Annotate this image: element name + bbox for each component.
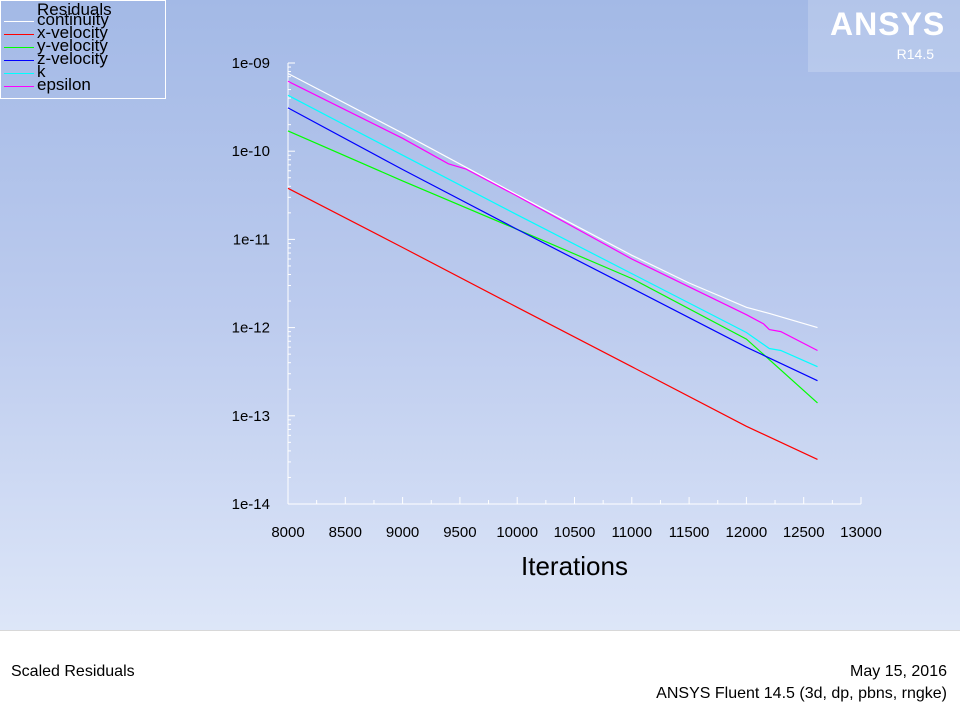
legend-entry-epsilon: epsilon bbox=[1, 75, 167, 94]
legend-entry-continuity: continuity bbox=[1, 10, 167, 29]
y-tick-label-1e-13: 1e-13 bbox=[232, 408, 270, 425]
x-tick-label-13000: 13000 bbox=[840, 524, 882, 541]
legend-label-x-velocity: x-velocity bbox=[37, 23, 108, 42]
legend-label-epsilon: epsilon bbox=[37, 75, 91, 94]
x-axis-label: Iterations bbox=[521, 551, 628, 581]
legend-title: Residuals bbox=[37, 0, 112, 19]
y-tick-label-1e-11: 1e-11 bbox=[233, 231, 270, 248]
legend-swatch-y-velocity bbox=[4, 47, 34, 48]
legend-entry-k: k bbox=[1, 62, 167, 81]
y-tick-label-1e-12: 1e-12 bbox=[232, 320, 270, 337]
legend-entry-x-velocity: x-velocity bbox=[1, 23, 167, 42]
legend-swatch-k bbox=[4, 73, 34, 74]
series-line-k bbox=[287, 94, 818, 368]
legend-swatch-z-velocity bbox=[4, 60, 34, 61]
x-tick-label-12000: 12000 bbox=[726, 524, 768, 541]
x-tick-label-9500: 9500 bbox=[443, 524, 476, 541]
legend-entry-y-velocity: y-velocity bbox=[1, 36, 167, 55]
logo-version: R14.5 bbox=[896, 46, 934, 62]
plot-area: 8000 8500 9000 9500 10000 10500 11000 11500 1200… bbox=[0, 0, 960, 630]
x-tick-label-11000: 11000 bbox=[611, 524, 652, 541]
x-tick-label-8000: 8000 bbox=[271, 524, 304, 541]
series-line-epsilon bbox=[287, 80, 818, 352]
series-line-z-velocity bbox=[287, 107, 818, 382]
legend-label-z-velocity: z-velocity bbox=[37, 49, 108, 68]
logo-text: ANSYS bbox=[830, 6, 946, 42]
legend-label-k: k bbox=[37, 62, 46, 81]
solver-info: ANSYS Fluent 14.5 (3d, dp, pbns, rngke) bbox=[656, 685, 947, 702]
plot-name: Scaled Residuals bbox=[11, 663, 135, 680]
legend-swatch-continuity bbox=[4, 21, 34, 22]
legend-entry-z-velocity: z-velocity bbox=[1, 49, 167, 68]
series-line-x-velocity bbox=[287, 187, 818, 460]
x-tick-label-10000: 10000 bbox=[496, 524, 538, 541]
legend-label-continuity: continuity bbox=[37, 10, 109, 29]
series-line-y-velocity bbox=[287, 130, 818, 404]
x-tick-label-9000: 9000 bbox=[386, 524, 419, 541]
ansys-logo: ANSYS R14.5 bbox=[808, 0, 960, 72]
y-tick-label-1e-10: 1e-10 bbox=[232, 143, 270, 160]
legend: Residuals continuity x-velocity y-veloci… bbox=[0, 0, 166, 99]
legend-swatch-epsilon bbox=[4, 86, 34, 87]
x-tick-label-12500: 12500 bbox=[783, 524, 825, 541]
legend-label-y-velocity: y-velocity bbox=[37, 36, 108, 55]
x-tick-label-10500: 10500 bbox=[554, 524, 596, 541]
series-line-continuity bbox=[287, 72, 818, 329]
footer: Scaled Residuals May 15, 2016 ANSYS Flue… bbox=[0, 630, 960, 720]
y-tick-label-1e-09: 1e-09 bbox=[232, 55, 270, 72]
plot-date: May 15, 2016 bbox=[850, 663, 947, 680]
residuals-chart: 8000 8500 9000 9500 10000 10500 11000 11500 1200… bbox=[232, 55, 882, 581]
legend-swatch-x-velocity bbox=[4, 34, 34, 35]
x-tick-label-8500: 8500 bbox=[329, 524, 362, 541]
y-tick-label-1e-14: 1e-14 bbox=[232, 496, 270, 513]
x-tick-label-11500: 11500 bbox=[669, 524, 710, 541]
